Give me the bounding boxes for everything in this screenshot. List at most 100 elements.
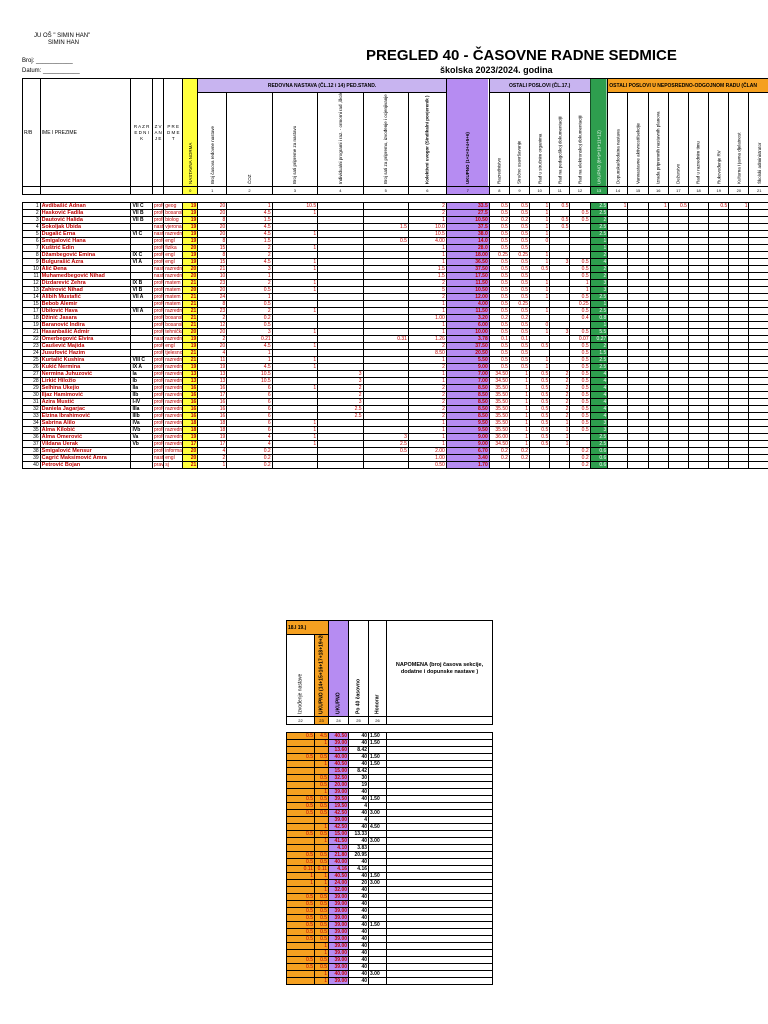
second-c25: 40 xyxy=(348,900,370,908)
value-c20 xyxy=(728,223,750,231)
teacher-name: Čagrić Maksimović Amra xyxy=(39,454,132,462)
value-c12: 0.07 xyxy=(569,335,591,343)
norm-cell: 21 xyxy=(182,279,199,287)
value-c11 xyxy=(549,363,571,371)
value-c2: 3 xyxy=(226,265,273,273)
value-c17 xyxy=(667,321,689,329)
value-c20 xyxy=(728,251,750,259)
value-c14 xyxy=(607,384,629,392)
value-c9: 0.1 xyxy=(508,335,531,343)
second-c26 xyxy=(368,963,388,971)
second-c22 xyxy=(286,816,315,824)
norm-cell: 20 xyxy=(182,286,199,294)
column-number: 20 xyxy=(728,186,750,195)
subject-cell: matem xyxy=(163,286,184,294)
value-c7: 37.50 xyxy=(445,265,490,273)
value-c8: 35.50 xyxy=(488,419,510,427)
title-cell: nasta xyxy=(151,335,165,343)
value-c11: 1 xyxy=(549,426,571,434)
second-c24: 15.00 xyxy=(328,767,350,775)
teacher-name: Vildana Uerak xyxy=(39,440,132,448)
second-c25: 40 xyxy=(348,753,370,761)
second-c24: 39.00 xyxy=(328,928,350,936)
second-c23: 0.5 xyxy=(313,830,330,838)
value-c4 xyxy=(317,286,364,294)
value-c19 xyxy=(708,405,730,413)
value-c10: 0.5 xyxy=(529,412,551,420)
second-c22: 0.5 xyxy=(286,893,315,901)
value-c2: 4.5 xyxy=(226,363,273,371)
second-c25: 20.95 xyxy=(348,851,370,859)
value-c10: 1 xyxy=(529,307,551,315)
value-c18 xyxy=(687,272,710,280)
value-c21 xyxy=(748,307,768,315)
value-c5 xyxy=(362,251,409,259)
value-c1: 15 xyxy=(197,258,228,266)
value-c1: 11 xyxy=(197,356,228,364)
second-c24: 4.16 xyxy=(328,865,350,873)
second-c24: 40.00 xyxy=(328,970,350,978)
header-ostali: OSTALI POSLOVI (ČL.17.) xyxy=(488,78,591,93)
value-c9: 0.5 xyxy=(508,265,531,273)
value-c13: 1 xyxy=(589,321,609,329)
second-c23: 0.5 xyxy=(313,921,330,929)
value-c14 xyxy=(607,419,629,427)
value-c2: 1 xyxy=(226,272,273,280)
value-c17: 0.5 xyxy=(667,202,689,210)
value-c19 xyxy=(708,223,730,231)
second-table-row: 0.5 0.5 19.50 4 xyxy=(286,802,494,810)
value-c21 xyxy=(748,461,768,469)
second-c24: 40.50 xyxy=(328,760,350,768)
value-c14 xyxy=(607,363,629,371)
value-c5 xyxy=(362,265,409,273)
norm-cell: 20 xyxy=(182,265,199,273)
second-c25: 20 xyxy=(348,879,370,887)
value-c16 xyxy=(647,391,669,399)
value-c4: 2 xyxy=(317,384,364,392)
value-c5 xyxy=(362,412,409,420)
value-c15 xyxy=(627,209,649,217)
second-c26 xyxy=(368,802,388,810)
value-c3: 1 xyxy=(271,363,319,371)
second-note xyxy=(386,837,494,845)
value-c8: 0.5 xyxy=(488,300,510,308)
value-c4: 3 xyxy=(317,370,364,378)
value-c8: 35.50 xyxy=(488,405,510,413)
class-cell: I-IV xyxy=(130,398,153,406)
header-c6: Kolektivni uvogor (Sindikalni povjerenik… xyxy=(408,92,447,187)
value-c17 xyxy=(667,251,689,259)
value-c11 xyxy=(549,314,571,322)
value-c5 xyxy=(362,314,409,322)
value-c7: 28.0 xyxy=(445,244,490,252)
second-table-row: 4.10 3.83 xyxy=(286,844,494,852)
second-c22 xyxy=(286,977,315,985)
second-c25: 40 xyxy=(348,893,370,901)
second-header-c23: UKUPNO (14+15+16+17+18+19+20+21+22) xyxy=(314,634,329,717)
second-c25: 40 xyxy=(348,872,370,880)
second-c22: 0.5 xyxy=(286,935,315,943)
value-c6: 2 xyxy=(407,398,447,406)
norm-cell: 19 xyxy=(182,237,199,245)
value-c4 xyxy=(317,258,364,266)
value-c14 xyxy=(607,286,629,294)
second-c24: 39.00 xyxy=(328,739,350,747)
value-c6: 1 xyxy=(407,216,447,224)
value-c19 xyxy=(708,447,730,455)
second-c24: 20.00 xyxy=(328,781,350,789)
value-c1: 2 xyxy=(197,314,228,322)
second-c26 xyxy=(368,886,388,894)
second-column-number: 23 xyxy=(313,716,330,725)
value-c4 xyxy=(317,251,364,259)
value-c10 xyxy=(529,349,551,357)
main-table: R/B IME I PREZIME R A Z R E D N I K Z V … xyxy=(22,78,768,469)
value-c14 xyxy=(607,454,629,462)
value-c18 xyxy=(687,384,710,392)
teacher-name: Hasković Fadila xyxy=(39,209,132,217)
second-c26 xyxy=(368,935,388,943)
